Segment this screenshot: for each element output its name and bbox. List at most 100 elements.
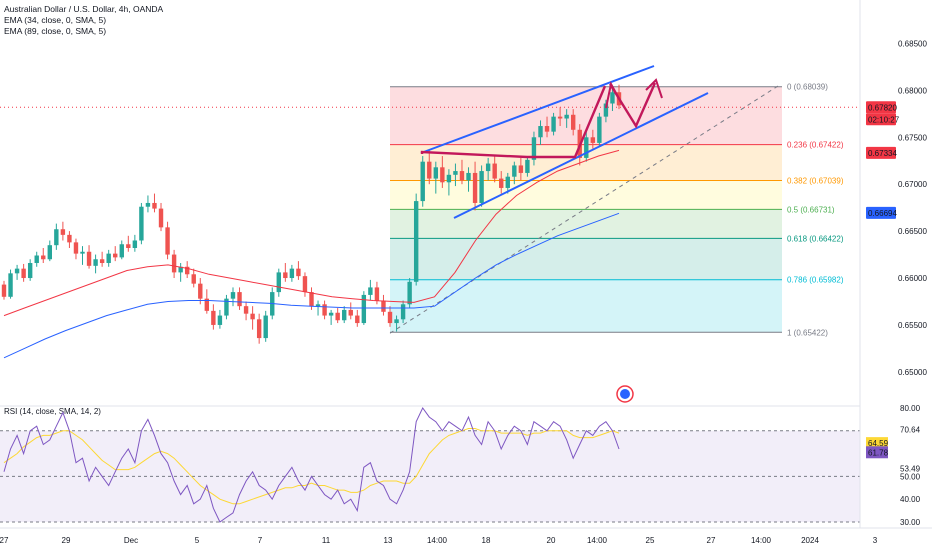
- candle-body: [485, 163, 491, 172]
- candle-body: [466, 172, 471, 181]
- candle-body: [283, 272, 288, 279]
- candle-body: [1, 284, 7, 297]
- rsi-tick: 70.64: [900, 425, 921, 434]
- fib-level-label: 1 (0.65422): [787, 328, 828, 337]
- candle-body: [603, 103, 609, 117]
- candle-body: [139, 206, 144, 241]
- candle-body: [184, 266, 190, 275]
- candles: [1, 84, 622, 344]
- candle-body: [407, 281, 412, 305]
- channel-upper-line[interactable]: [420, 65, 655, 154]
- candle-body: [387, 311, 393, 324]
- candle-body: [597, 116, 602, 143]
- fib-level-label: 0.5 (0.66731): [787, 205, 835, 214]
- last-price-badge[interactable]: [866, 101, 896, 114]
- candle-body: [368, 287, 373, 295]
- candle-body: [315, 304, 321, 307]
- rsi-badge-text: 61.78: [868, 448, 889, 457]
- rsi-ma-badge-text: 64.59: [868, 439, 889, 448]
- arrow-head: [645, 78, 663, 99]
- symbol-title[interactable]: Australian Dollar / U.S. Dollar, 4h, OAN…: [4, 4, 164, 14]
- price-tick: 0.66000: [898, 274, 927, 283]
- ema89-legend[interactable]: EMA (89, close, 0, SMA, 5): [4, 26, 107, 36]
- countdown-badge[interactable]: [866, 113, 896, 126]
- flag-drawing[interactable]: [420, 85, 607, 159]
- rsi-ma-badge[interactable]: [866, 437, 888, 450]
- candle-body: [80, 251, 85, 254]
- candle-body: [34, 255, 39, 264]
- fib-zone: [390, 209, 782, 239]
- candle-body: [309, 292, 314, 307]
- ema34-badge[interactable]: [866, 146, 896, 159]
- rsi-badge[interactable]: [866, 446, 888, 459]
- candle-body: [433, 167, 439, 179]
- event-flag-icon-inner: [620, 389, 630, 399]
- chart-header: Australian Dollar / U.S. Dollar, 4h, OAN…: [4, 4, 163, 37]
- candle-body: [211, 310, 216, 325]
- ema34-line: [3, 149, 620, 317]
- candle-body: [178, 266, 183, 273]
- time-tick: 18: [482, 536, 491, 545]
- candle-body: [335, 312, 340, 321]
- time-tick: 7: [258, 536, 263, 545]
- candle-body: [361, 294, 367, 324]
- candle-body: [27, 263, 33, 279]
- fib-retracement[interactable]: 0 (0.68039) 0.236 (0.67422) 0.382 (0.67039…: [0, 83, 860, 338]
- time-tick: 5: [195, 536, 200, 545]
- rsi-tick: 80.00: [900, 404, 921, 413]
- fib-level-label: 0.382 (0.67039): [787, 177, 844, 186]
- candle-body: [165, 227, 170, 255]
- candle-body: [420, 161, 425, 202]
- candle-body: [446, 174, 452, 183]
- candle-body: [198, 283, 203, 299]
- candle-body: [590, 137, 596, 143]
- candle-body: [564, 114, 569, 119]
- fib-level-label: 0.236 (0.67422): [787, 141, 844, 150]
- candle-body: [296, 268, 301, 277]
- candle-body: [132, 240, 138, 248]
- candle-body: [60, 229, 66, 235]
- candle-body: [152, 202, 157, 209]
- candle-body: [93, 259, 98, 266]
- candle-body: [106, 253, 111, 264]
- channel-lower-line[interactable]: [453, 92, 709, 219]
- candle-body: [191, 274, 196, 284]
- rsi-tick: 40.00: [900, 495, 921, 504]
- fib-level-label: 0.618 (0.66422): [787, 234, 844, 243]
- rsi-tick: 53.49: [900, 464, 921, 473]
- candle-body: [113, 253, 118, 258]
- candle-body: [551, 116, 556, 132]
- candle-body: [145, 202, 151, 207]
- time-tick: 27: [707, 536, 716, 545]
- time-tick: 11: [322, 536, 331, 545]
- candle-body: [512, 165, 517, 177]
- candle-body: [126, 244, 131, 248]
- time-tick: 3: [873, 536, 878, 545]
- ema89-badge[interactable]: [866, 206, 896, 219]
- candle-body: [47, 245, 52, 260]
- candle-body: [525, 159, 530, 173]
- price-tick: 0.68500: [898, 39, 927, 48]
- candle-body: [394, 319, 399, 324]
- candle-body: [453, 171, 458, 175]
- candle-body: [41, 255, 46, 260]
- candle-body: [492, 163, 497, 179]
- candle-body: [276, 272, 281, 293]
- time-tick: 14:00: [427, 536, 448, 545]
- candle-body: [348, 309, 353, 316]
- candle-body: [413, 201, 419, 282]
- price-tick: 0.68000: [898, 86, 927, 95]
- candle-body: [557, 116, 563, 119]
- candle-body: [263, 315, 268, 339]
- candle-body: [237, 292, 242, 307]
- candle-body: [302, 276, 308, 293]
- candle-body: [374, 287, 380, 301]
- price-tick: 0.65500: [898, 321, 927, 330]
- candle-body: [479, 171, 484, 203]
- ema34-legend[interactable]: EMA (34, close, 0, SMA, 5): [4, 15, 107, 25]
- candle-body: [328, 312, 334, 316]
- drawings[interactable]: [420, 65, 709, 403]
- fib-zone: [390, 279, 782, 333]
- rsi-pane[interactable]: RSI (14, close, SMA, 14, 2): [0, 405, 860, 523]
